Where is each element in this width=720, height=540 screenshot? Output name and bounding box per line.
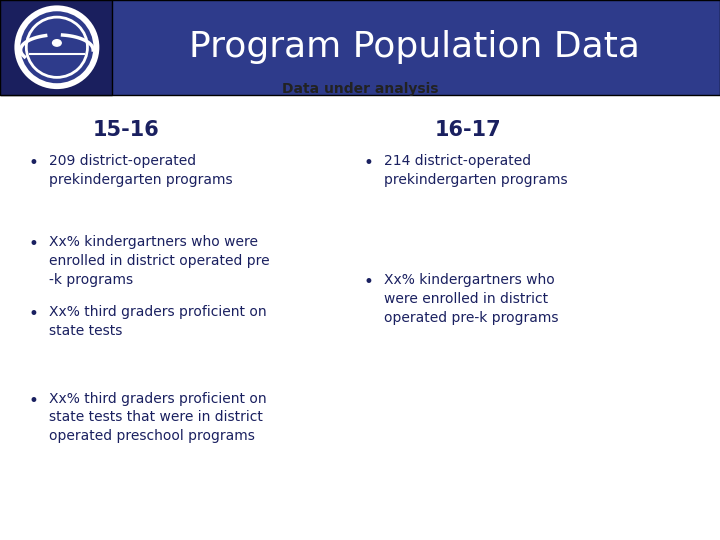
Text: Xx% kindergartners who were
enrolled in district operated pre
-k programs: Xx% kindergartners who were enrolled in …: [49, 235, 269, 287]
Text: 209 district-operated
prekindergarten programs: 209 district-operated prekindergarten pr…: [49, 154, 233, 187]
Text: •: •: [364, 273, 374, 291]
FancyBboxPatch shape: [0, 0, 720, 94]
Text: Xx% kindergartners who
were enrolled in district
operated pre-k programs: Xx% kindergartners who were enrolled in …: [384, 273, 558, 325]
Ellipse shape: [20, 11, 94, 83]
Text: 15-16: 15-16: [93, 119, 159, 140]
FancyBboxPatch shape: [0, 0, 112, 94]
Text: Data under analysis: Data under analysis: [282, 82, 438, 96]
Circle shape: [53, 40, 61, 46]
Text: 16-17: 16-17: [435, 119, 501, 140]
Text: •: •: [29, 392, 39, 409]
Text: •: •: [29, 305, 39, 323]
Text: •: •: [29, 154, 39, 172]
Text: Program Population Data: Program Population Data: [189, 30, 639, 64]
Ellipse shape: [14, 5, 99, 89]
Text: 214 district-operated
prekindergarten programs: 214 district-operated prekindergarten pr…: [384, 154, 567, 187]
Text: •: •: [364, 154, 374, 172]
Text: Xx% third graders proficient on
state tests that were in district
operated presc: Xx% third graders proficient on state te…: [49, 392, 266, 443]
Text: •: •: [29, 235, 39, 253]
Text: Xx% third graders proficient on
state tests: Xx% third graders proficient on state te…: [49, 305, 266, 338]
